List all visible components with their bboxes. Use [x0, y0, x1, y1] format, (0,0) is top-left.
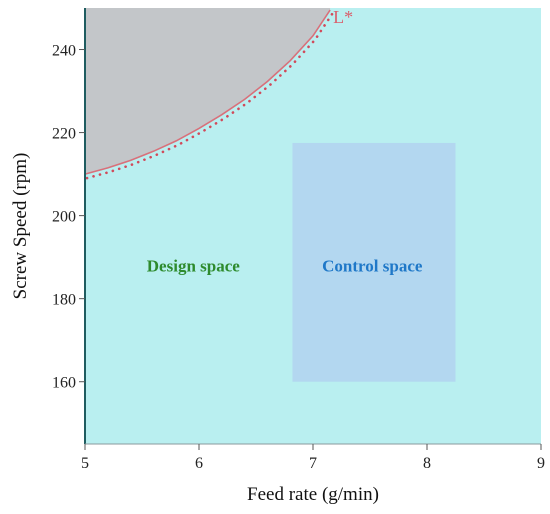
boundary-line — [84, 9, 331, 175]
x-tick-label: 8 — [423, 455, 431, 472]
y-tick-label: 240 — [52, 43, 76, 60]
control-space-label: Control space — [322, 256, 423, 275]
x-tick-label: 7 — [309, 455, 317, 472]
y-tick-label: 160 — [52, 375, 76, 392]
x-tick-label: 9 — [537, 455, 545, 472]
x-ticks: 5 6 7 8 9 — [81, 444, 545, 472]
x-tick-label: 6 — [195, 455, 203, 472]
y-ticks: 160 180 200 220 240 — [52, 43, 85, 392]
design-space-label: Design space — [147, 256, 240, 275]
y-tick-label: 220 — [52, 126, 76, 143]
y-axis-label: Screw Speed (rpm) — [10, 153, 31, 300]
y-tick-label: 200 — [52, 209, 76, 226]
control-space-region — [292, 142, 456, 382]
x-axis-label: Feed rate (g/min) — [247, 484, 379, 505]
y-tick-label: 180 — [52, 292, 76, 309]
x-tick-label: 5 — [81, 455, 89, 472]
failure-region — [85, 8, 331, 175]
boundary-marker-label: L* — [333, 7, 353, 27]
